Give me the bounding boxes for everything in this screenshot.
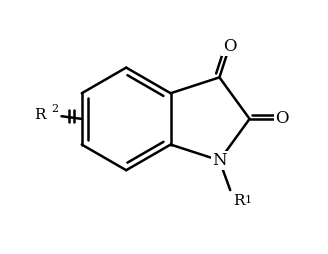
Text: O: O bbox=[223, 38, 236, 55]
Text: R: R bbox=[233, 194, 244, 208]
Text: R: R bbox=[34, 108, 45, 122]
Text: O: O bbox=[275, 110, 289, 128]
Text: N: N bbox=[212, 152, 227, 169]
Text: 1: 1 bbox=[244, 195, 251, 205]
Text: 2: 2 bbox=[51, 104, 59, 114]
